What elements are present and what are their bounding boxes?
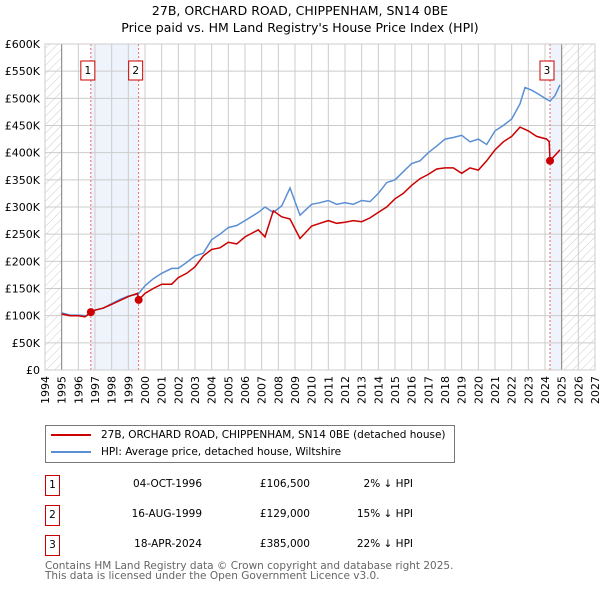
- x-tick-label: 1995: [56, 376, 69, 404]
- sale-label: 1: [84, 65, 91, 77]
- price-paid-line: [61, 126, 561, 318]
- x-tick-label: 1999: [122, 376, 135, 404]
- x-tick-label: 2007: [256, 376, 269, 404]
- legend-label: HPI: Average price, detached house, Wilt…: [101, 446, 342, 458]
- x-tick-label: 2004: [206, 376, 219, 404]
- x-tick-label: 2003: [189, 376, 202, 404]
- transaction-row: 1 04-OCT-1996 £106,500 2% ↓ HPI: [45, 475, 465, 497]
- transaction-price: £129,000: [259, 508, 310, 520]
- x-tick-label: 1997: [89, 376, 102, 404]
- y-tick-label: £400K: [5, 147, 41, 160]
- legend-swatch-red: [51, 434, 91, 436]
- x-tick-label: 2013: [356, 376, 369, 404]
- x-tick-label: 2024: [539, 376, 552, 404]
- transaction-price: £385,000: [259, 538, 310, 550]
- x-tick-label: 1996: [72, 376, 85, 404]
- x-tick-label: 2006: [239, 376, 252, 404]
- sale-label: 3: [544, 65, 551, 77]
- transaction-date: 04-OCT-1996: [133, 478, 202, 490]
- legend: 27B, ORCHARD ROAD, CHIPPENHAM, SN14 0BE …: [45, 425, 455, 463]
- transaction-date: 18-APR-2024: [134, 538, 202, 550]
- x-tick-label: 2023: [522, 376, 535, 404]
- transaction-price: £106,500: [259, 478, 310, 490]
- x-tick-label: 2014: [372, 376, 385, 404]
- chart-title: 27B, ORCHARD ROAD, CHIPPENHAM, SN14 0BE: [151, 3, 449, 18]
- x-tick-label: 2001: [156, 376, 169, 404]
- x-tick-label: 2027: [589, 376, 600, 404]
- x-tick-label: 2011: [322, 376, 335, 404]
- chart-subtitle: Price paid vs. HM Land Registry's House …: [121, 20, 479, 35]
- y-tick-label: £100K: [5, 310, 41, 323]
- x-tick-label: 2017: [422, 376, 435, 404]
- transaction-row: 2 16-AUG-1999 £129,000 15% ↓ HPI: [45, 505, 465, 527]
- transaction-marker: 2: [45, 505, 60, 526]
- sale-point: [134, 295, 143, 304]
- transaction-hpi: 22% ↓ HPI: [356, 538, 413, 550]
- legend-item-hpi: HPI: Average price, detached house, Wilt…: [46, 444, 341, 460]
- plot-border: [44, 43, 596, 371]
- y-tick-label: £350K: [5, 174, 41, 187]
- transaction-date: 16-AUG-1999: [131, 508, 202, 520]
- footer-copyright: Contains HM Land Registry data © Crown c…: [45, 560, 454, 572]
- x-tick-label: 2000: [139, 376, 152, 404]
- sale-label-box: [128, 60, 144, 81]
- x-tick-label: 2025: [556, 376, 569, 404]
- x-tick-label: 2018: [439, 376, 452, 404]
- footer: Contains HM Land Registry data © Crown c…: [45, 560, 454, 582]
- footer-licence: This data is licensed under the Open Gov…: [45, 570, 380, 582]
- legend-item-property: 27B, ORCHARD ROAD, CHIPPENHAM, SN14 0BE …: [46, 427, 446, 443]
- x-tick-label: 2021: [489, 376, 502, 404]
- sale-label-box: [539, 60, 555, 81]
- x-tick-label: 2008: [272, 376, 285, 404]
- x-tick-label: 2005: [222, 376, 235, 404]
- x-tick-label: 2015: [389, 376, 402, 404]
- x-tick-label: 1998: [106, 376, 119, 404]
- transaction-marker: 3: [45, 535, 60, 556]
- sale-point: [546, 156, 554, 165]
- x-tick-label: 2022: [506, 376, 519, 404]
- y-tick-label: £500K: [5, 92, 41, 105]
- legend-swatch-blue: [51, 451, 91, 453]
- y-tick-label: £150K: [5, 283, 41, 296]
- x-tick-label: 2020: [472, 376, 485, 404]
- transaction-marker: 1: [45, 475, 60, 496]
- x-tick-label: 2009: [289, 376, 302, 404]
- y-tick-label: £600K: [5, 38, 41, 51]
- sale-label: 2: [132, 65, 139, 77]
- x-tick-label: 1994: [39, 376, 52, 404]
- x-tick-label: 2010: [306, 376, 319, 404]
- legend-label: 27B, ORCHARD ROAD, CHIPPENHAM, SN14 0BE …: [101, 429, 446, 441]
- y-tick-label: £450K: [5, 120, 41, 133]
- sale-point: [86, 308, 95, 317]
- transaction-hpi: 2% ↓ HPI: [363, 478, 413, 490]
- x-tick-label: 2012: [339, 376, 352, 404]
- y-tick-label: £550K: [5, 65, 41, 78]
- y-tick-label: £200K: [5, 255, 41, 268]
- y-tick-label: £50K: [12, 337, 41, 350]
- x-tick-label: 2016: [406, 376, 419, 404]
- sale-label-box: [80, 60, 96, 81]
- x-tick-label: 2019: [456, 376, 469, 404]
- y-tick-label: £0: [26, 364, 40, 377]
- chart-svg: 1994 1995 1996 1997 1998 1999 2000 2001 2002 2003…: [5, 38, 600, 404]
- x-tick-label: 2002: [172, 376, 185, 404]
- transaction-row: 3 18-APR-2024 £385,000 22% ↓ HPI: [45, 535, 465, 557]
- x-tick-label: 2026: [572, 376, 585, 404]
- transaction-hpi: 15% ↓ HPI: [356, 508, 413, 520]
- y-tick-label: £300K: [5, 201, 41, 214]
- y-tick-label: £250K: [5, 228, 41, 241]
- hpi-line: [61, 84, 561, 317]
